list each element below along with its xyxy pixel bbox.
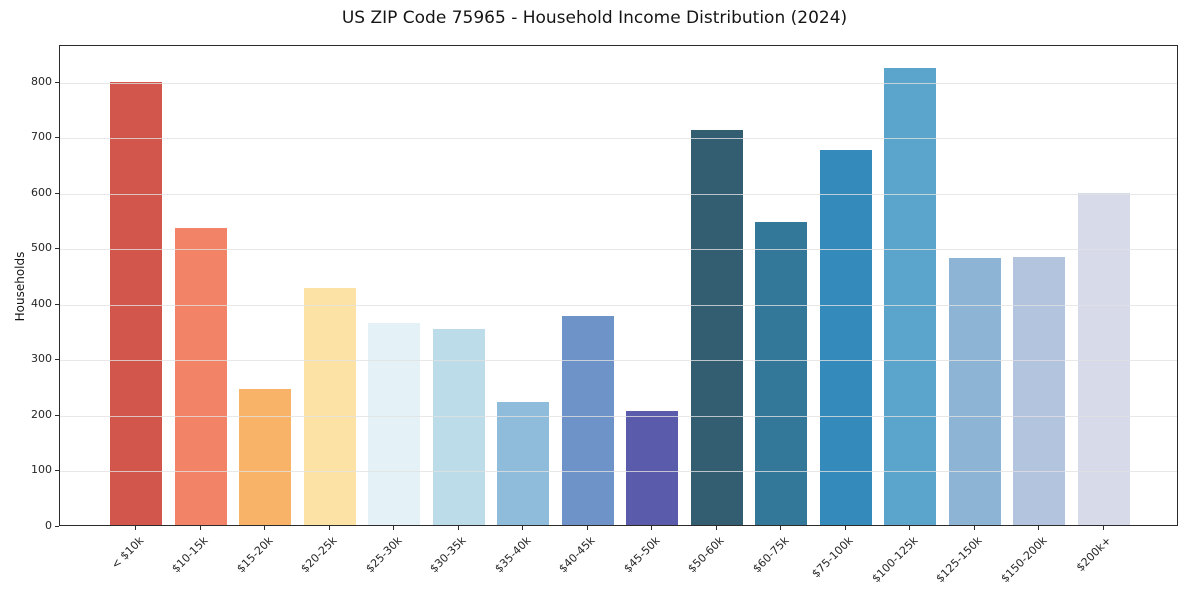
y-tick-label-300: 300 bbox=[31, 352, 52, 366]
bar-$75-100k bbox=[819, 149, 872, 525]
x-tick-mark bbox=[1038, 526, 1039, 530]
x-tick-mark bbox=[1102, 526, 1104, 530]
bar-< $10k bbox=[110, 81, 162, 525]
gridline-200 bbox=[60, 415, 1177, 417]
x-tick-mark bbox=[780, 526, 781, 530]
x-tick-mark bbox=[199, 526, 201, 530]
y-tick-label-700: 700 bbox=[31, 130, 52, 144]
x-tick-mark bbox=[328, 526, 330, 530]
bar-$125-150k bbox=[948, 258, 1001, 525]
y-tick-label-400: 400 bbox=[31, 296, 52, 310]
y-tick-mark bbox=[55, 359, 59, 361]
y-axis-label: Households bbox=[13, 251, 27, 322]
gridline-800 bbox=[60, 82, 1177, 84]
x-tick-mark bbox=[973, 526, 975, 530]
y-tick-mark bbox=[55, 248, 59, 250]
bar-$45-50k bbox=[626, 411, 678, 525]
y-tick-mark bbox=[55, 81, 59, 83]
bar-$15-20k bbox=[239, 388, 291, 525]
x-tick-mark bbox=[586, 526, 588, 530]
y-tick-mark bbox=[55, 414, 59, 416]
x-tick-mark bbox=[135, 526, 136, 530]
x-tick-mark bbox=[651, 526, 652, 530]
bar-$60-75k bbox=[755, 222, 807, 525]
gridline-100 bbox=[60, 471, 1177, 473]
y-tick-mark bbox=[55, 192, 59, 194]
bar-$200k+ bbox=[1077, 192, 1130, 525]
bar-$50-60k bbox=[690, 129, 743, 525]
bar-$30-35k bbox=[432, 328, 485, 525]
x-tick-mark bbox=[522, 526, 523, 530]
gridline-700 bbox=[60, 138, 1177, 140]
y-tick-label-0: 0 bbox=[45, 519, 52, 532]
x-tick-mark bbox=[264, 526, 265, 530]
bar-$100-125k bbox=[884, 68, 936, 525]
x-tick-mark bbox=[457, 526, 459, 530]
gridline-500 bbox=[60, 249, 1177, 251]
y-tick-label-600: 600 bbox=[31, 185, 52, 199]
y-tick-label-800: 800 bbox=[31, 74, 52, 88]
gridline-600 bbox=[60, 193, 1177, 195]
x-tick-mark bbox=[715, 526, 717, 530]
plot-area bbox=[59, 45, 1178, 526]
bar-$35-40k bbox=[497, 401, 549, 525]
y-tick-label-200: 200 bbox=[31, 407, 52, 421]
gridline-400 bbox=[60, 304, 1177, 306]
chart-title: US ZIP Code 75965 - Household Income Dis… bbox=[341, 8, 848, 28]
bar-$20-25k bbox=[303, 288, 356, 525]
bar-$150-200k bbox=[1013, 256, 1065, 525]
bar-$25-30k bbox=[368, 322, 420, 525]
x-tick-mark bbox=[909, 526, 910, 530]
y-tick-mark bbox=[55, 526, 59, 527]
x-tick-mark bbox=[393, 526, 394, 530]
y-tick-label-500: 500 bbox=[31, 241, 52, 255]
y-tick-mark bbox=[55, 303, 59, 305]
bar-$40-45k bbox=[561, 315, 614, 525]
y-tick-label-100: 100 bbox=[31, 463, 52, 477]
x-tick-mark bbox=[844, 526, 846, 530]
bar-$10-15k bbox=[174, 227, 227, 525]
y-tick-mark bbox=[55, 470, 59, 472]
gridline-300 bbox=[60, 360, 1177, 362]
y-tick-mark bbox=[55, 137, 59, 139]
